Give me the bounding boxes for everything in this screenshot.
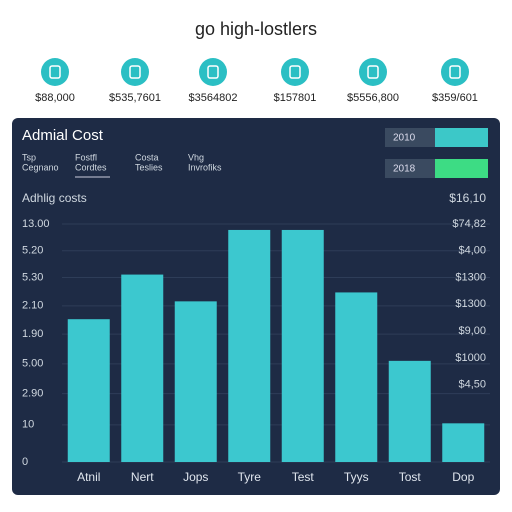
- y2-tick-label: $1300: [455, 298, 486, 310]
- card-icon-glyph: [207, 65, 219, 79]
- stat-card: $359/601: [432, 58, 478, 104]
- y-tick-label: 2.90: [22, 387, 43, 399]
- tab-label: Costa: [135, 152, 159, 162]
- y-tick-label: 10: [22, 419, 34, 431]
- y-tick-label: 0: [22, 456, 28, 468]
- bar: [174, 301, 217, 462]
- stat-card: $5556,800: [347, 58, 399, 104]
- y2-tick-label: $4,00: [458, 245, 486, 257]
- x-tick-label: Nert: [131, 470, 154, 484]
- card-icon: [359, 58, 387, 86]
- bar: [335, 292, 378, 462]
- x-tick-label: Dop: [452, 470, 474, 484]
- card-icon-glyph: [367, 65, 379, 79]
- bar: [388, 360, 431, 462]
- y-tick-label: 5.20: [22, 245, 43, 257]
- stat-card: $157801: [274, 58, 317, 104]
- chart-subtitle: Adhlig costs: [22, 191, 87, 205]
- card-icon: [121, 58, 149, 86]
- bar: [121, 274, 164, 462]
- toggle-label: 2018: [393, 164, 416, 175]
- toggle-label-box: [385, 128, 435, 147]
- toggle[interactable]: 2018: [385, 159, 488, 178]
- y2-tick-label: $9,00: [458, 325, 486, 337]
- card-icon-glyph: [289, 65, 301, 79]
- card-value: $88,000: [35, 92, 75, 104]
- card-value: $157801: [274, 92, 317, 104]
- card-icon: [281, 58, 309, 86]
- card-icon: [41, 58, 69, 86]
- card-icon-glyph: [49, 65, 61, 79]
- y-tick-label: 1.90: [22, 328, 43, 340]
- tab-label: Vhg: [188, 152, 204, 162]
- y2-tick-label: $74,82: [452, 218, 486, 230]
- card-icon: [199, 58, 227, 86]
- x-tick-label: Atnil: [77, 470, 100, 484]
- stat-card: $3564802: [189, 58, 238, 104]
- tab-label: Tsp: [22, 152, 36, 162]
- stat-card: $88,000: [35, 58, 75, 104]
- bar: [67, 319, 110, 462]
- x-tick-label: Tost: [399, 470, 422, 484]
- y2-tick-label: $4,50: [458, 379, 486, 391]
- card-icon-glyph: [129, 65, 141, 79]
- toggle-label-box: [385, 159, 435, 178]
- tab-label: Invrofiks: [188, 162, 222, 172]
- chart-title: Admial Cost: [22, 127, 104, 144]
- card-icon-glyph: [449, 65, 461, 79]
- tab-label: Fostfl: [75, 152, 97, 162]
- y-tick-label: 5.00: [22, 358, 43, 370]
- card-value: $535,7601: [109, 92, 161, 104]
- bar: [228, 229, 271, 462]
- x-tick-label: Jops: [183, 470, 208, 484]
- toggle-value-box: [435, 159, 488, 178]
- y-tick-label: 13.00: [22, 218, 50, 230]
- tab-label: Cegnano: [22, 162, 59, 172]
- bar: [281, 229, 324, 462]
- y2-tick-label: $1300: [455, 271, 486, 283]
- card-value: $5556,800: [347, 92, 399, 104]
- tab-label: Teslies: [135, 162, 163, 172]
- toggle[interactable]: 2010: [385, 128, 488, 147]
- toggle-label: 2010: [393, 133, 416, 144]
- y2-tick-label: $1000: [455, 352, 486, 364]
- toggle-value-box: [435, 128, 488, 147]
- tab-label: Cordtes: [75, 162, 107, 172]
- page-title: go high-lostlers: [195, 19, 317, 39]
- x-tick-label: Test: [292, 470, 315, 484]
- card-value: $359/601: [432, 92, 478, 104]
- card-icon: [441, 58, 469, 86]
- y-tick-label: 5.30: [22, 271, 43, 283]
- card-value: $3564802: [189, 92, 238, 104]
- annotation: $16,10: [449, 191, 486, 205]
- bar: [442, 423, 485, 462]
- x-tick-label: Tyre: [238, 470, 262, 484]
- x-tick-label: Tyys: [344, 470, 369, 484]
- stat-card: $535,7601: [109, 58, 161, 104]
- y-tick-label: 2.10: [22, 300, 43, 312]
